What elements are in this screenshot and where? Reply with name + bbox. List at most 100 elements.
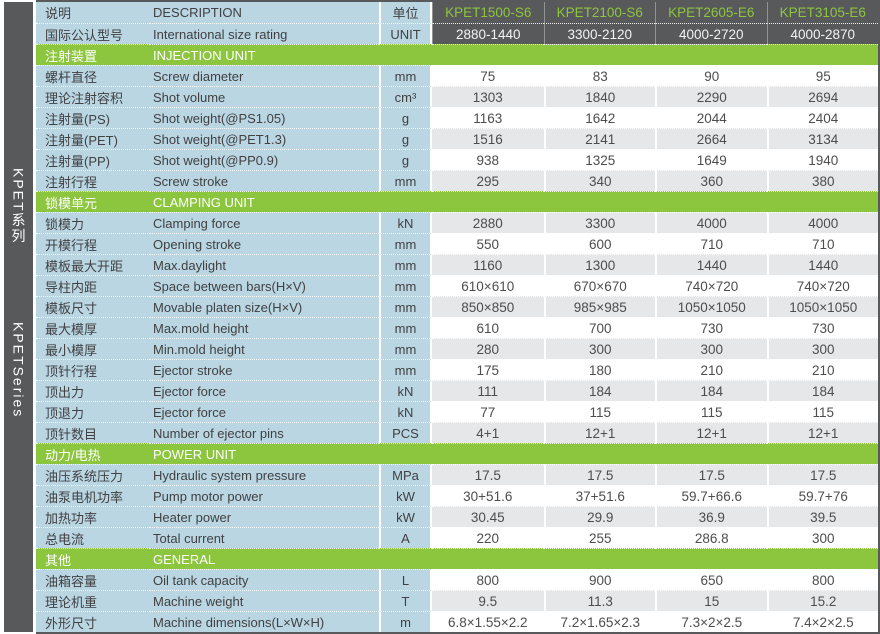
row-unit: mm [379, 275, 432, 296]
row-value: 610×610 [432, 275, 544, 296]
section-spacer [543, 443, 655, 464]
row-label-cn: 注射量(PS) [36, 107, 150, 128]
row-label-en: Shot weight(@PP0.9) [150, 149, 379, 170]
row-value: 550 [432, 233, 544, 254]
row-value: 286.8 [655, 527, 767, 548]
spec-row: 注射量(PET) Shot weight(@PET1.3) g 1516 2141 266… [36, 128, 878, 149]
series-name-cn: KPET系列 [10, 168, 27, 245]
row-unit: m [379, 611, 432, 632]
row-value: 2404 [766, 107, 878, 128]
row-label-en: Max.daylight [150, 254, 379, 275]
size-rating: 3300-2120 [543, 23, 655, 44]
row-value: 1642 [543, 107, 655, 128]
row-label-cn: 注射行程 [36, 170, 150, 191]
row-value: 255 [543, 527, 655, 548]
section-header-row: 其他 GENERAL [36, 548, 878, 569]
row-value: 59.7+76 [766, 485, 878, 506]
row-value: 340 [543, 170, 655, 191]
row-label-en: Screw diameter [150, 65, 379, 86]
row-value: 300 [766, 338, 878, 359]
section-spacer [766, 44, 878, 65]
row-label-en: Shot weight(@PS1.05) [150, 107, 379, 128]
row-value: 1649 [655, 149, 767, 170]
row-value: 36.9 [655, 506, 767, 527]
size-rating: 4000-2870 [766, 23, 878, 44]
row-value: 1840 [543, 86, 655, 107]
spec-row: 顶退力 Ejector force kN 77 115 115 115 [36, 401, 878, 422]
spec-row: 理论机重 Machine weight T 9.5 11.3 15 15.2 [36, 590, 878, 611]
row-value: 175 [432, 359, 544, 380]
row-value: 1516 [432, 128, 544, 149]
row-value: 17.5 [543, 464, 655, 485]
row-unit: T [379, 590, 432, 611]
table-header-row: 说明 DESCRIPTION 单位 KPET1500-S6 KPET2100-S6 KPE… [36, 2, 878, 23]
spec-row: 注射量(PS) Shot weight(@PS1.05) g 1163 1642 2044… [36, 107, 878, 128]
row-value: 29.9 [543, 506, 655, 527]
section-header-row: 注射装置 INJECTION UNIT [36, 44, 878, 65]
row-value: 220 [432, 527, 544, 548]
spec-row: 最小模厚 Min.mold height mm 280 300 300 300 [36, 338, 878, 359]
section-spacer [655, 443, 767, 464]
section-spacer [432, 191, 544, 212]
spec-row: 顶出力 Ejector force kN 111 184 184 184 [36, 380, 878, 401]
section-spacer [432, 44, 544, 65]
row-label-en: Heater power [150, 506, 379, 527]
row-unit: mm [379, 317, 432, 338]
row-label-cn: 螺杆直径 [36, 65, 150, 86]
row-value: 90 [655, 65, 767, 86]
spec-row: 模板尺寸 Movable platen size(H×V) mm 850×850 985… [36, 296, 878, 317]
row-value: 710 [655, 233, 767, 254]
spec-row: 顶针数目 Number of ejector pins PCS 4+1 12+1 12+1… [36, 422, 878, 443]
section-header-row: 动力/电热 POWER UNIT [36, 443, 878, 464]
row-value: 380 [766, 170, 878, 191]
row-value: 210 [655, 359, 767, 380]
row-value: 2044 [655, 107, 767, 128]
row-value: 4+1 [432, 422, 544, 443]
spec-row: 加热功率 Heater power kW 30.45 29.9 36.9 39.5 [36, 506, 878, 527]
row-value: 6.8×1.55×2.2 [432, 611, 544, 632]
row-value: 4000 [655, 212, 767, 233]
section-title-en: GENERAL [150, 548, 379, 569]
row-label-cn: 注射量(PP) [36, 149, 150, 170]
col-header-rating-en: International size rating [150, 23, 379, 44]
row-value: 12+1 [655, 422, 767, 443]
row-value: 12+1 [766, 422, 878, 443]
row-label-cn: 理论机重 [36, 590, 150, 611]
row-value: 1163 [432, 107, 544, 128]
row-value: 740×720 [766, 275, 878, 296]
row-label-cn: 开模行程 [36, 233, 150, 254]
row-value: 2694 [766, 86, 878, 107]
row-value: 15.2 [766, 590, 878, 611]
row-value: 77 [432, 401, 544, 422]
row-value: 1440 [766, 254, 878, 275]
row-label-en: Machine dimensions(L×W×H) [150, 611, 379, 632]
row-value: 83 [543, 65, 655, 86]
spec-row: 油泵电机功率 Pump motor power kW 30+51.6 37+51.6 59… [36, 485, 878, 506]
row-label-cn: 油泵电机功率 [36, 485, 150, 506]
row-value: 1440 [655, 254, 767, 275]
row-value: 17.5 [766, 464, 878, 485]
row-label-en: Total current [150, 527, 379, 548]
spec-row: 最大模厚 Max.mold height mm 610 700 730 730 [36, 317, 878, 338]
spec-row: 油压系统压力 Hydraulic system pressure MPa 17.5 17… [36, 464, 878, 485]
row-label-en: Oil tank capacity [150, 569, 379, 590]
section-title-en: INJECTION UNIT [150, 44, 379, 65]
row-value: 360 [655, 170, 767, 191]
row-value: 700 [543, 317, 655, 338]
row-label-cn: 导柱内距 [36, 275, 150, 296]
row-unit: kN [379, 401, 432, 422]
spec-row: 开模行程 Opening stroke mm 550 600 710 710 [36, 233, 878, 254]
row-label-en: Min.mold height [150, 338, 379, 359]
row-value: 17.5 [432, 464, 544, 485]
row-value: 610 [432, 317, 544, 338]
row-value: 115 [766, 401, 878, 422]
row-value: 650 [655, 569, 767, 590]
row-unit: kN [379, 212, 432, 233]
row-unit: mm [379, 170, 432, 191]
row-value: 2664 [655, 128, 767, 149]
row-unit: g [379, 149, 432, 170]
spec-row: 总电流 Total current A 220 255 286.8 300 [36, 527, 878, 548]
row-label-en: Number of ejector pins [150, 422, 379, 443]
row-label-en: Space between bars(H×V) [150, 275, 379, 296]
row-value: 30+51.6 [432, 485, 544, 506]
